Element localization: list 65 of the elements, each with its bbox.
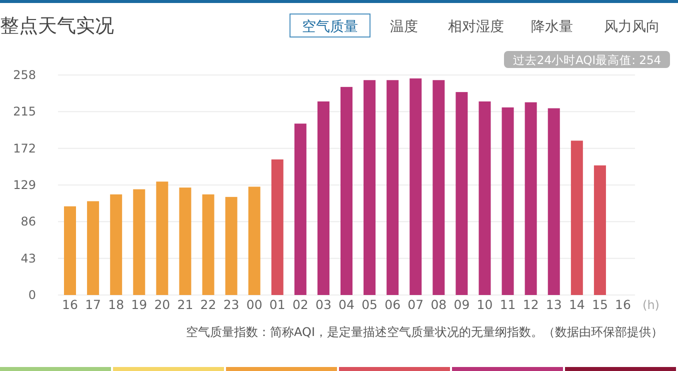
x-tick-label: 22 [200, 297, 216, 312]
bar [340, 86, 352, 295]
x-tick-label: 16 [62, 297, 78, 312]
y-tick-label: 86 [20, 214, 36, 229]
bar [432, 80, 445, 295]
x-tick-label: 21 [177, 297, 194, 312]
bar [317, 101, 330, 295]
x-tick-label: 04 [338, 297, 354, 312]
x-tick-label: 01 [269, 297, 286, 312]
bar [456, 92, 468, 295]
bar [87, 201, 100, 295]
bar [156, 182, 168, 295]
text: 温度 [390, 19, 418, 35]
x-tick-label: 00 [246, 297, 262, 312]
text: 降水量 [531, 19, 573, 35]
text: 风力风向 [604, 19, 660, 35]
bar [179, 188, 192, 295]
x-tick-label: 17 [85, 297, 101, 312]
x-tick-label: 18 [108, 297, 124, 312]
bar [410, 78, 422, 295]
bar [294, 124, 306, 295]
x-tick-label: 05 [362, 297, 378, 312]
x-tick-label: 10 [476, 297, 493, 312]
bar [594, 165, 606, 295]
text: 相对湿度 [448, 19, 504, 35]
chart-title: 整点天气实况 [0, 15, 114, 37]
bar [502, 107, 514, 295]
bar [110, 194, 122, 295]
bar [133, 189, 146, 295]
x-tick-label: 15 [592, 297, 608, 312]
bar [202, 194, 214, 295]
text: 空气质量指数：简称AQI，是定量描述空气质量状况的无量纲指数。（数据由环保部提供） [186, 325, 663, 339]
bar [271, 159, 284, 295]
bar [478, 101, 491, 295]
bar [248, 186, 260, 295]
y-tick-label: 43 [20, 251, 36, 266]
x-tick-label: 20 [154, 297, 170, 312]
y-tick-label: 129 [13, 178, 36, 192]
x-tick-label: 03 [316, 297, 332, 312]
x-tick-label: 09 [454, 297, 470, 312]
x-tick-label: 08 [430, 297, 447, 312]
x-tick-label: 19 [131, 297, 148, 312]
text: 过去24小时AQI最高值: 254 [512, 53, 662, 67]
x-tick-label: 02 [292, 297, 308, 312]
bar [386, 80, 399, 295]
x-tick-label: 16 [615, 297, 631, 312]
bar [225, 196, 238, 295]
x-tick-label: 11 [500, 297, 516, 312]
x-tick-label: 14 [568, 297, 585, 312]
y-tick-label: 172 [13, 141, 36, 156]
bar [364, 80, 376, 295]
bar [570, 140, 583, 295]
bar [524, 102, 537, 295]
y-tick-label: 0 [28, 288, 36, 302]
bar [64, 206, 76, 295]
x-tick-label: 12 [522, 297, 539, 312]
x-axis-title: (h) [642, 298, 660, 312]
x-tick-label: 13 [546, 297, 562, 312]
y-tick-label: 258 [13, 68, 36, 82]
bar [548, 108, 560, 295]
x-tick-label: 06 [384, 297, 401, 312]
text: 空气质量 [302, 19, 358, 35]
x-tick-label: 07 [408, 297, 424, 312]
y-tick-label: 215 [13, 104, 36, 119]
x-tick-label: 23 [223, 297, 240, 312]
